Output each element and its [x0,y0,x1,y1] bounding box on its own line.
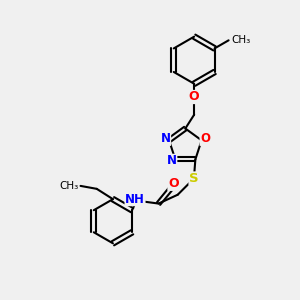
Text: O: O [168,177,178,190]
Text: NH: NH [125,193,145,206]
Text: O: O [200,132,210,145]
Text: O: O [189,91,200,103]
Text: CH₃: CH₃ [60,181,79,191]
Text: CH₃: CH₃ [231,35,250,45]
Text: N: N [167,154,177,167]
Text: S: S [189,172,199,185]
Text: N: N [160,132,171,145]
